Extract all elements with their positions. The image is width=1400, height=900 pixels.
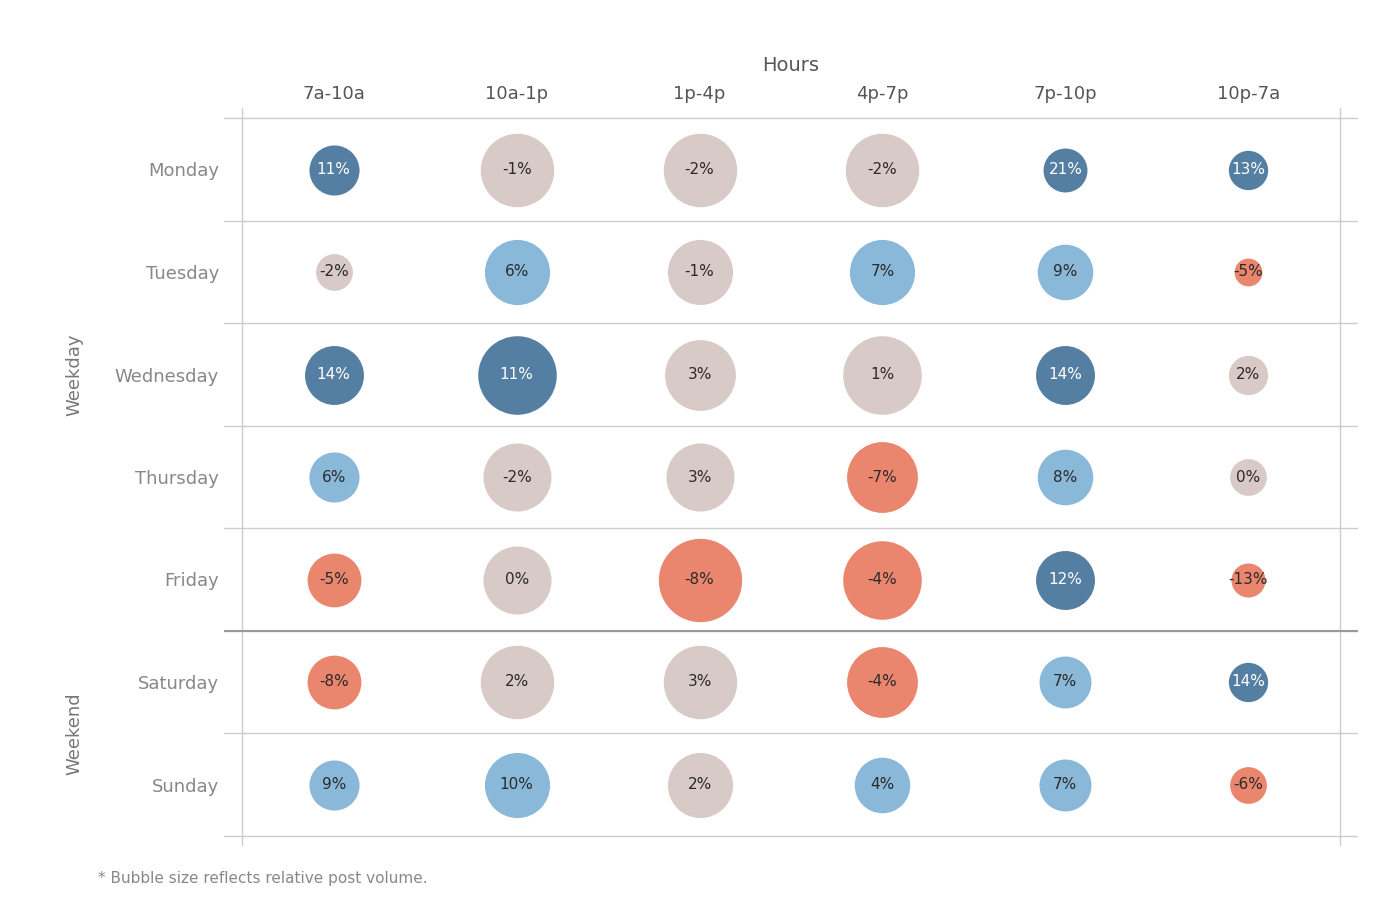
Text: 6%: 6% [322, 470, 346, 484]
Point [689, 265, 711, 279]
Text: 2%: 2% [687, 777, 711, 792]
Text: 0%: 0% [504, 572, 529, 587]
Text: 10%: 10% [500, 777, 533, 792]
Text: 3%: 3% [687, 470, 711, 484]
Text: -7%: -7% [868, 470, 897, 484]
Text: 11%: 11% [316, 162, 350, 177]
Text: 6%: 6% [504, 265, 529, 280]
Text: -8%: -8% [319, 674, 349, 689]
Text: -5%: -5% [319, 572, 349, 587]
Point [1054, 470, 1077, 484]
Point [1054, 572, 1077, 587]
Point [1054, 675, 1077, 689]
Point [689, 470, 711, 484]
Text: 1%: 1% [871, 367, 895, 382]
Point [505, 675, 528, 689]
Text: -5%: -5% [1233, 265, 1263, 280]
Text: 11%: 11% [500, 367, 533, 382]
Text: 2%: 2% [504, 674, 529, 689]
Point [505, 778, 528, 792]
Point [1054, 367, 1077, 382]
Point [322, 675, 344, 689]
Text: -4%: -4% [868, 674, 897, 689]
Point [322, 572, 344, 587]
Text: 7%: 7% [1053, 674, 1078, 689]
Text: -2%: -2% [319, 265, 349, 280]
Text: -1%: -1% [685, 265, 714, 280]
Point [871, 367, 893, 382]
Point [1238, 470, 1260, 484]
Point [505, 470, 528, 484]
Text: 7%: 7% [871, 265, 895, 280]
Text: 3%: 3% [687, 367, 711, 382]
Text: 21%: 21% [1049, 162, 1082, 177]
Text: -6%: -6% [1233, 777, 1263, 792]
Text: * Bubble size reflects relative post volume.: * Bubble size reflects relative post vol… [98, 871, 427, 886]
Point [1054, 778, 1077, 792]
Point [871, 470, 893, 484]
Text: -2%: -2% [501, 470, 532, 484]
Point [322, 367, 344, 382]
Text: 4%: 4% [871, 777, 895, 792]
Point [322, 162, 344, 176]
Point [322, 778, 344, 792]
Point [1238, 675, 1260, 689]
Text: -2%: -2% [685, 162, 714, 177]
Text: -4%: -4% [868, 572, 897, 587]
Text: 3%: 3% [687, 674, 711, 689]
Point [505, 367, 528, 382]
Point [505, 162, 528, 176]
Point [1238, 572, 1260, 587]
Text: 14%: 14% [1232, 674, 1266, 689]
Text: Weekday: Weekday [64, 333, 83, 416]
Text: 2%: 2% [1236, 367, 1260, 382]
Text: 13%: 13% [1231, 162, 1266, 177]
Point [871, 675, 893, 689]
Point [1238, 778, 1260, 792]
Text: 9%: 9% [1053, 265, 1078, 280]
Text: -1%: -1% [501, 162, 532, 177]
Point [322, 265, 344, 279]
Point [871, 265, 893, 279]
Point [689, 675, 711, 689]
Text: Weekend: Weekend [64, 692, 83, 775]
Point [871, 778, 893, 792]
Point [871, 162, 893, 176]
Text: 0%: 0% [1236, 470, 1260, 484]
Point [689, 367, 711, 382]
Point [871, 572, 893, 587]
Point [1238, 265, 1260, 279]
Point [689, 572, 711, 587]
Point [1238, 162, 1260, 176]
Point [1238, 367, 1260, 382]
Text: 9%: 9% [322, 777, 346, 792]
Point [689, 162, 711, 176]
Point [322, 470, 344, 484]
Point [1054, 265, 1077, 279]
Point [1054, 162, 1077, 176]
Point [505, 572, 528, 587]
Text: -13%: -13% [1229, 572, 1268, 587]
Text: 7%: 7% [1053, 777, 1078, 792]
Point [689, 778, 711, 792]
Text: 8%: 8% [1053, 470, 1078, 484]
Text: 12%: 12% [1049, 572, 1082, 587]
Text: -8%: -8% [685, 572, 714, 587]
Text: 14%: 14% [1049, 367, 1082, 382]
Text: -2%: -2% [868, 162, 897, 177]
X-axis label: Hours: Hours [763, 56, 819, 76]
Text: 14%: 14% [316, 367, 350, 382]
Point [505, 265, 528, 279]
